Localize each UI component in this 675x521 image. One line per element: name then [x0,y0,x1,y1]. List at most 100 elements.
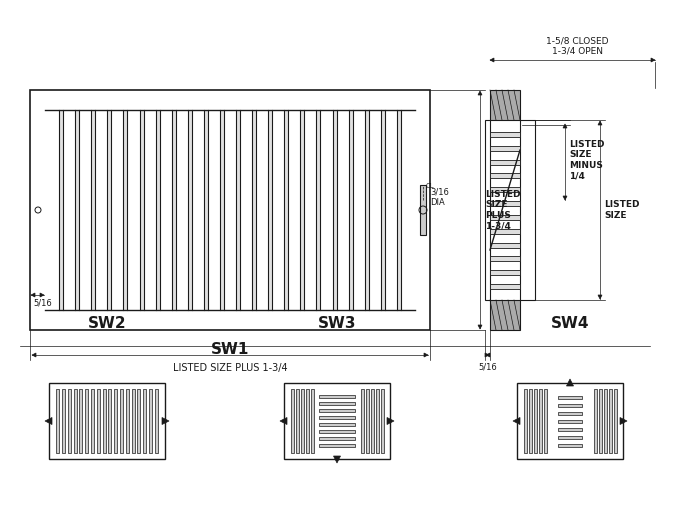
Polygon shape [513,417,520,425]
Bar [517,383,623,459]
Polygon shape [598,295,602,299]
Bar [97,389,100,453]
Bar [137,389,140,453]
Text: LISTED
SIZE
MINUS
1/4: LISTED SIZE MINUS 1/4 [569,140,605,180]
Bar [490,229,520,234]
Bar [317,110,321,310]
Polygon shape [31,293,35,297]
Bar [143,389,146,453]
Polygon shape [620,417,627,425]
Bar [533,389,537,453]
Bar [490,256,520,262]
Polygon shape [424,353,428,357]
Bar [296,389,298,453]
Bar [599,389,601,453]
Bar [59,110,63,310]
Bar [188,110,192,310]
Bar [490,215,520,220]
Bar [126,389,129,453]
Bar [360,389,364,453]
Polygon shape [333,456,340,463]
Text: 1-5/8 CLOSED
1-3/4 OPEN: 1-5/8 CLOSED 1-3/4 OPEN [546,36,609,56]
Bar [529,389,531,453]
Bar [310,389,313,453]
Bar [593,389,597,453]
Bar [132,389,134,453]
Bar [319,416,355,419]
Bar [364,110,369,310]
Bar [319,430,355,433]
Bar [539,389,541,453]
Polygon shape [563,196,567,200]
Bar [558,403,582,406]
Bar [107,110,111,310]
Bar [319,444,355,448]
Bar [290,389,294,453]
Polygon shape [162,417,169,425]
Bar [91,389,94,453]
Bar [300,110,304,310]
Text: 3/16
DIA: 3/16 DIA [430,188,449,207]
Bar [319,409,355,412]
Text: SW3: SW3 [318,316,356,331]
Text: SW1: SW1 [211,342,249,357]
Polygon shape [478,325,482,329]
Text: 5/16: 5/16 [33,298,52,307]
Bar [140,110,144,310]
Bar [420,185,426,235]
Bar [268,110,272,310]
Bar [74,389,77,453]
Bar [236,110,240,310]
Bar [80,389,82,453]
Polygon shape [40,293,44,297]
Polygon shape [45,417,52,425]
Text: SW2: SW2 [88,316,126,331]
Bar [490,270,520,275]
Text: SW4: SW4 [551,316,589,331]
Bar [319,394,355,398]
Bar [490,159,520,165]
Bar [490,173,520,178]
Bar [558,412,582,415]
Bar [156,110,159,310]
Bar [490,132,520,137]
Bar [490,243,520,247]
Bar [558,428,582,430]
Bar [30,90,430,330]
Bar [397,110,401,310]
Bar [220,110,224,310]
Bar [85,389,88,453]
Bar [490,300,520,330]
Bar [490,90,520,120]
Bar [252,110,256,310]
Bar [558,436,582,439]
Bar [75,110,79,310]
Polygon shape [485,353,489,357]
Text: LISTED SIZE PLUS 1-3/4: LISTED SIZE PLUS 1-3/4 [173,363,288,373]
Polygon shape [490,58,494,62]
Bar [306,389,308,453]
Polygon shape [566,379,574,386]
Bar [490,187,520,192]
Bar [49,383,165,459]
Bar [558,395,582,399]
Bar [543,389,547,453]
Bar [520,120,535,300]
Polygon shape [651,58,655,62]
Bar [62,389,65,453]
Bar [56,389,59,453]
Bar [68,389,71,453]
Polygon shape [280,417,287,425]
Bar [300,389,304,453]
Polygon shape [32,353,36,357]
Bar [365,389,369,453]
Bar [558,419,582,423]
Bar [91,110,95,310]
Bar [319,437,355,440]
Polygon shape [598,121,602,125]
Bar [490,201,520,206]
Bar [284,383,390,459]
Text: 5/16: 5/16 [479,363,497,372]
Polygon shape [387,417,394,425]
Bar [349,110,352,310]
